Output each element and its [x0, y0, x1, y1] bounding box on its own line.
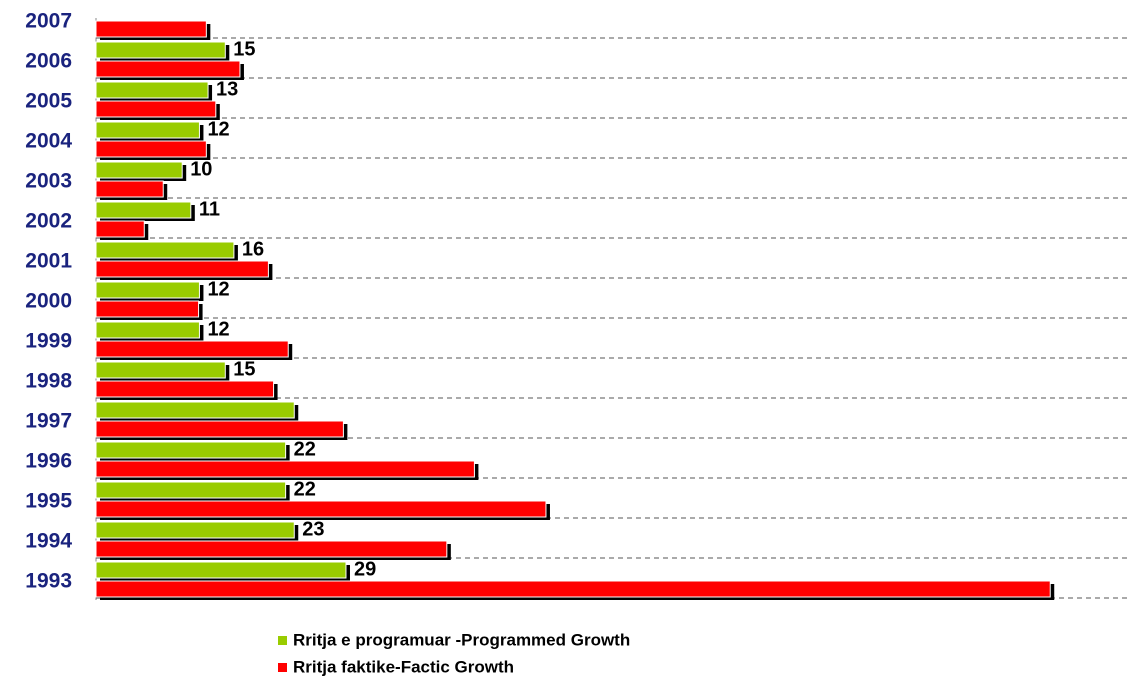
bar: [95, 481, 287, 499]
bar: [95, 540, 448, 558]
y-tick-label: 1996: [25, 450, 72, 473]
bar: [95, 460, 475, 478]
bar: [95, 161, 183, 179]
bar: [95, 281, 200, 299]
y-tick-label: 2004: [25, 130, 72, 153]
bar: [95, 580, 1051, 598]
bar: [95, 241, 235, 259]
y-tick-label: 1997: [25, 410, 72, 433]
y-tick-label: 2007: [25, 10, 72, 33]
data-label: 12: [207, 118, 229, 140]
data-label: 13: [216, 78, 238, 100]
bar: [95, 521, 295, 539]
data-label: 22: [294, 478, 316, 500]
data-label: 16: [242, 238, 264, 260]
bar: [95, 380, 275, 398]
y-tick-label: 1993: [25, 570, 72, 593]
y-tick-label: 1994: [25, 530, 72, 553]
y-tick-label: 2006: [25, 50, 72, 73]
y-tick-label: 2003: [25, 170, 72, 193]
data-label: 29: [354, 558, 376, 580]
bar: [95, 561, 347, 579]
bar: [95, 260, 269, 278]
legend-swatch: [278, 663, 287, 672]
legend-label: Rritja e programuar -Programmed Growth: [293, 630, 630, 649]
y-tick-label: 1995: [25, 490, 72, 513]
bar: [95, 41, 226, 59]
bar: [95, 441, 287, 459]
bar: [95, 321, 200, 339]
bar: [95, 180, 164, 198]
y-tick-label: 2000: [25, 290, 72, 313]
data-label: 11: [199, 198, 220, 220]
y-tick-label: 2005: [25, 90, 72, 113]
y-tick-label: 1998: [25, 370, 72, 393]
bar: [95, 500, 547, 518]
legend-swatch: [278, 636, 287, 645]
legend-label: Rritja faktike-Factic Growth: [293, 657, 514, 676]
y-tick-label: 2001: [25, 250, 72, 273]
bar: [95, 60, 241, 78]
data-label: 15: [233, 358, 255, 380]
data-label: 12: [207, 318, 229, 340]
bar: [95, 201, 192, 219]
bar: [95, 220, 145, 238]
y-tick-label: 1999: [25, 330, 72, 353]
y-tick-label: 2002: [25, 210, 72, 233]
bar: [95, 20, 207, 38]
bar: [95, 401, 295, 419]
data-label: 10: [190, 158, 212, 180]
bar: [95, 340, 289, 358]
bar: [95, 140, 207, 158]
data-label: 22: [294, 438, 316, 460]
data-label: 23: [302, 518, 324, 540]
data-label: 15: [233, 38, 255, 60]
bar: [95, 81, 209, 99]
bar: [95, 121, 200, 139]
bar: [95, 361, 226, 379]
data-label: 12: [207, 278, 229, 300]
bar: [95, 100, 217, 118]
bar: [95, 420, 344, 438]
bar: [95, 300, 200, 318]
